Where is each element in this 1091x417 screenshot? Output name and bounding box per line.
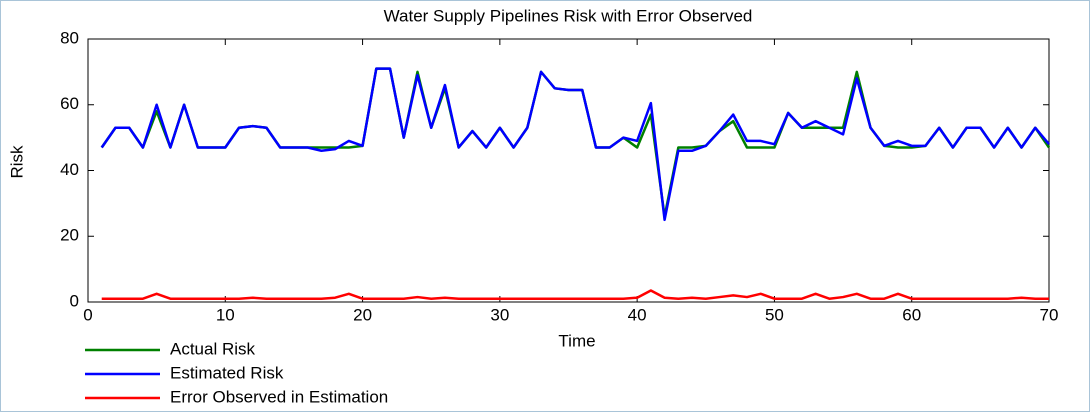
- x-tick-label: 30: [490, 305, 509, 324]
- y-tick-label: 80: [60, 28, 79, 47]
- chart-title: Water Supply Pipelines Risk with Error O…: [384, 6, 753, 25]
- x-axis-label: Time: [558, 331, 595, 350]
- y-tick-label: 60: [60, 94, 79, 113]
- y-tick-label: 20: [60, 226, 79, 245]
- series-line: [100, 67, 1050, 222]
- series-line: [101, 289, 1049, 300]
- legend-label: Estimated Risk: [170, 363, 284, 382]
- x-tick-label: 50: [765, 305, 784, 324]
- x-tick-label: 70: [1040, 305, 1059, 324]
- legend-label: Actual Risk: [170, 339, 256, 358]
- y-tick-label: 0: [70, 291, 79, 310]
- x-tick-label: 10: [216, 305, 235, 324]
- x-tick-label: 20: [353, 305, 372, 324]
- x-tick-label: 40: [628, 305, 647, 324]
- x-tick-label: 0: [83, 305, 92, 324]
- y-tick-label: 40: [60, 160, 79, 179]
- legend-label: Error Observed in Estimation: [170, 387, 388, 406]
- x-tick-label: 60: [902, 305, 921, 324]
- y-axis-label: Risk: [7, 145, 26, 179]
